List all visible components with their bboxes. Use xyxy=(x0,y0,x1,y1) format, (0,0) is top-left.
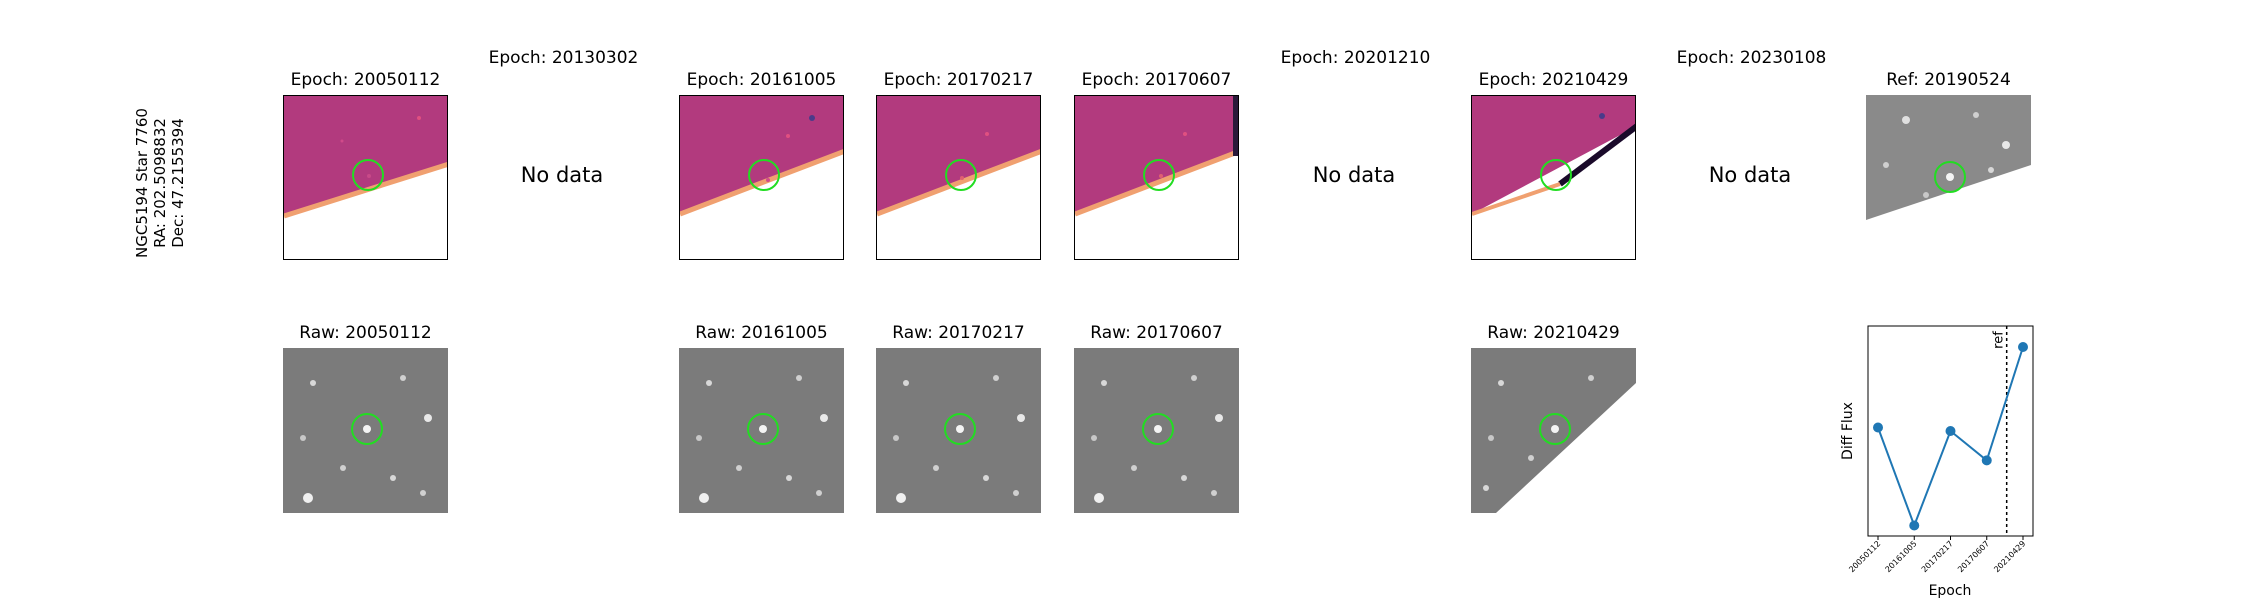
flux-series-line xyxy=(1877,346,2024,529)
aperture-circle-icon xyxy=(748,159,780,191)
epoch-title-2: Epoch: 20130302 xyxy=(488,48,639,68)
data-point-20170607 xyxy=(1981,455,1992,466)
epoch-title-3: Epoch: 20161005 xyxy=(686,70,837,90)
raw-title-3: Raw: 20170217 xyxy=(892,323,1025,343)
diff-image-20170217 xyxy=(876,95,1041,260)
raw-image-20210429 xyxy=(1471,348,1636,513)
aperture-circle-icon xyxy=(1934,161,1966,193)
raw-image-20170607 xyxy=(1074,348,1239,513)
raw-title-1: Raw: 20050112 xyxy=(299,323,432,343)
raw-image-20170217 xyxy=(876,348,1041,513)
diff-image-20050112 xyxy=(283,95,448,260)
data-point-20161005 xyxy=(1909,520,1920,531)
y-axis-label: Diff Flux xyxy=(1840,402,1856,460)
diff-image-20161005 xyxy=(679,95,844,260)
raw-image-20161005 xyxy=(679,348,844,513)
diff-flux-chart: ref Diff Flux Epoch 20050112 20161005 2017… xyxy=(1820,318,2050,600)
epoch-title-4: Epoch: 20170217 xyxy=(883,70,1034,90)
aperture-circle-icon xyxy=(945,159,977,191)
raw-title-5: Raw: 20210429 xyxy=(1487,323,1620,343)
aperture-circle-icon xyxy=(351,413,383,445)
data-point-20210429 xyxy=(2018,342,2028,352)
aperture-circle-icon xyxy=(1142,413,1174,445)
aperture-circle-icon xyxy=(1539,413,1571,445)
x-axis-label: Epoch xyxy=(1929,583,1972,599)
aperture-circle-icon xyxy=(944,413,976,445)
ref-label: ref xyxy=(1992,331,2007,349)
raw-image-20050112 xyxy=(283,348,448,513)
aperture-circle-icon xyxy=(1143,159,1175,191)
no-data-20230108: No data xyxy=(1708,163,1792,187)
raw-title-2: Raw: 20161005 xyxy=(695,323,828,343)
ref-title: Ref: 20190524 xyxy=(1886,70,2011,90)
no-data-20201210: No data xyxy=(1312,163,1396,187)
diff-image-20170607 xyxy=(1074,95,1239,260)
aperture-circle-icon xyxy=(1540,159,1572,191)
epoch-title-1: Epoch: 20050112 xyxy=(290,70,441,90)
x-tick-label: 20050112 xyxy=(1847,539,1882,574)
x-tick-label: 20161005 xyxy=(1884,539,1919,574)
star-dec: Dec: 47.2155394 xyxy=(169,118,187,248)
data-point-20050112 xyxy=(1873,422,1883,433)
diff-image-20210429 xyxy=(1471,95,1636,260)
no-data-20130302: No data xyxy=(520,163,604,187)
x-tick-label: 20170607 xyxy=(1956,539,1991,574)
x-tick-label: 20170217 xyxy=(1920,539,1955,574)
star-ra: RA: 202.5098832 xyxy=(151,118,169,248)
aperture-circle-icon xyxy=(352,159,384,191)
star-info-label: NGC5194 Star 7760 RA: 202.5098832 Dec: 4… xyxy=(133,78,187,288)
aperture-circle-icon xyxy=(747,413,779,445)
epoch-title-6: Epoch: 20201210 xyxy=(1280,48,1431,68)
x-tick-label: 20210429 xyxy=(1992,539,2027,574)
epoch-title-7: Epoch: 20210429 xyxy=(1478,70,1629,90)
epoch-title-8: Epoch: 20230108 xyxy=(1676,48,1827,68)
raw-title-4: Raw: 20170607 xyxy=(1090,323,1223,343)
data-point-20170217 xyxy=(1945,426,1956,436)
ref-image-20190524 xyxy=(1866,95,2031,260)
epoch-title-5: Epoch: 20170607 xyxy=(1081,70,1232,90)
star-name: NGC5194 Star 7760 xyxy=(133,108,151,258)
